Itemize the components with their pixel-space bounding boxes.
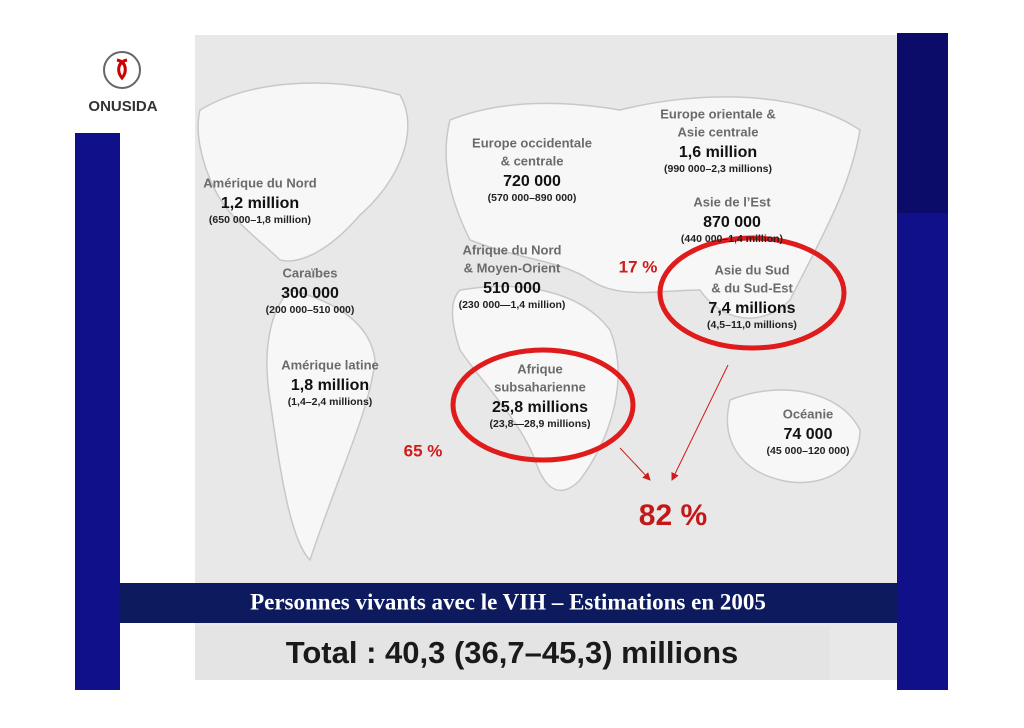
region-range: (45 000–120 000): [767, 445, 850, 457]
title: Personnes vivants avec le VIH – Estimati…: [250, 589, 766, 614]
logo-emblem: [103, 51, 141, 89]
region-name: & centrale: [501, 153, 564, 168]
region-range: (570 000–890 000): [488, 192, 577, 204]
region-value: 7,4 millions: [708, 300, 795, 317]
region-range: (23,8—28,9 millions): [490, 418, 591, 430]
region-name: Asie du Sud: [714, 262, 789, 277]
title-bar: [120, 583, 897, 623]
region-name: & du Sud-Est: [711, 280, 793, 295]
region-value: 1,2 million: [221, 195, 299, 212]
region-range: (200 000–510 000): [266, 304, 355, 316]
region-range: (440 000–1,4 million): [681, 233, 783, 245]
total-box: [195, 626, 830, 680]
arrow: [671, 364, 729, 481]
region-value: 870 000: [703, 214, 761, 231]
region-value: 74 000: [784, 426, 833, 443]
percentage-total: 82 %: [639, 499, 707, 532]
right-band-top: [897, 33, 948, 213]
percentage: 17 %: [619, 257, 658, 276]
region-name: Amérique latine: [281, 357, 379, 372]
region-range: (230 000—1,4 million): [459, 299, 566, 311]
region-value: 510 000: [483, 280, 541, 297]
logo-text: ONUSIDA: [88, 98, 157, 115]
region-name: Afrique du Nord: [463, 242, 562, 257]
region-value: 720 000: [503, 173, 561, 190]
region-name: Amérique du Nord: [203, 175, 316, 190]
asia-circle: [657, 235, 847, 351]
region-labels: Amérique du Nord 1,2 million (650 000–1,8 …: [203, 106, 849, 456]
region-name: Asie centrale: [678, 124, 759, 139]
region-name: Afrique: [517, 361, 563, 376]
region-range: (650 000–1,8 million): [209, 214, 311, 226]
left-band: [75, 133, 120, 690]
region-value: 25,8 millions: [492, 399, 588, 416]
region-value: 1,6 million: [679, 144, 757, 161]
arrow: [619, 447, 651, 481]
region-range: (4,5–11,0 millions): [707, 319, 797, 331]
region-name: Océanie: [783, 406, 834, 421]
percentage: 65 %: [404, 441, 443, 460]
region-range: (1,4–2,4 millions): [288, 396, 373, 408]
region-name: & Moyen-Orient: [464, 260, 561, 275]
region-name: Europe orientale &: [660, 106, 776, 121]
africa-circle: [450, 347, 636, 463]
region-name: Europe occidentale: [472, 135, 592, 150]
region-name: Caraïbes: [283, 265, 338, 280]
region-name: Asie de l’Est: [693, 194, 771, 209]
region-range: (990 000–2,3 millions): [664, 163, 772, 175]
region-value: 1,8 million: [291, 377, 369, 394]
total: Total : 40,3 (36,7–45,3) millions: [286, 635, 739, 670]
continents: [197, 82, 861, 562]
region-value: 300 000: [281, 285, 339, 302]
logo-ribbon: [116, 58, 128, 81]
region-name: subsaharienne: [494, 379, 586, 394]
